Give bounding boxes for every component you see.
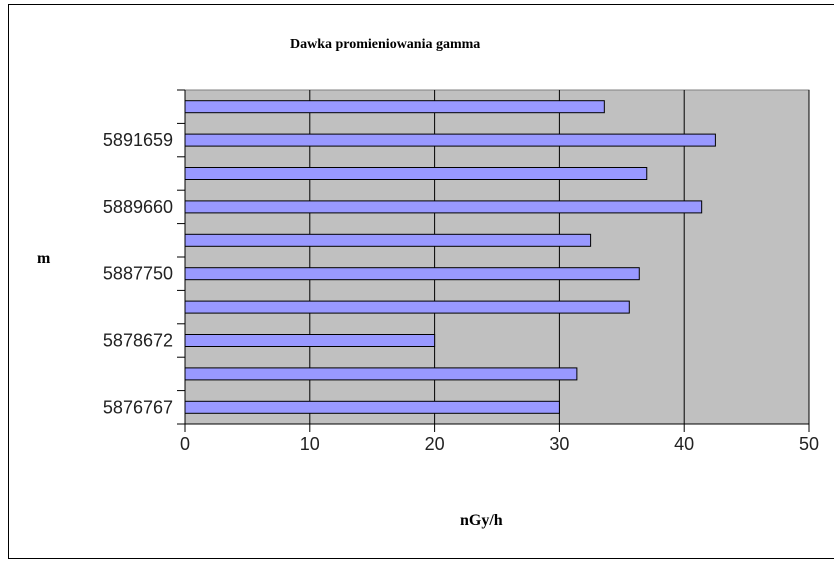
bar	[184, 167, 648, 180]
bar	[184, 100, 605, 114]
y-tick-label: 5887750	[103, 264, 173, 284]
x-tick-label: 10	[300, 434, 320, 454]
y-axis-title: m	[37, 250, 51, 267]
bar	[184, 334, 436, 347]
y-tick-label: 5876767	[103, 397, 173, 417]
bar	[184, 233, 592, 247]
y-tick-label: 5878672	[103, 331, 173, 351]
bar	[184, 200, 703, 214]
x-tick-label: 0	[180, 434, 190, 454]
x-tick-label: 30	[549, 434, 569, 454]
x-axis-title: nGy/h	[460, 512, 503, 529]
bar	[184, 400, 560, 414]
x-tick-label: 40	[674, 434, 694, 454]
x-tick-label: 50	[799, 434, 819, 454]
bar	[184, 133, 716, 147]
bar	[184, 267, 640, 281]
bar	[184, 367, 578, 381]
y-tick-label: 5891659	[103, 130, 173, 150]
y-tick-label: 5889660	[103, 197, 173, 217]
bar	[184, 300, 630, 314]
x-tick-label: 20	[425, 434, 445, 454]
chart-title: Dawka promieniowania gamma	[290, 37, 481, 52]
